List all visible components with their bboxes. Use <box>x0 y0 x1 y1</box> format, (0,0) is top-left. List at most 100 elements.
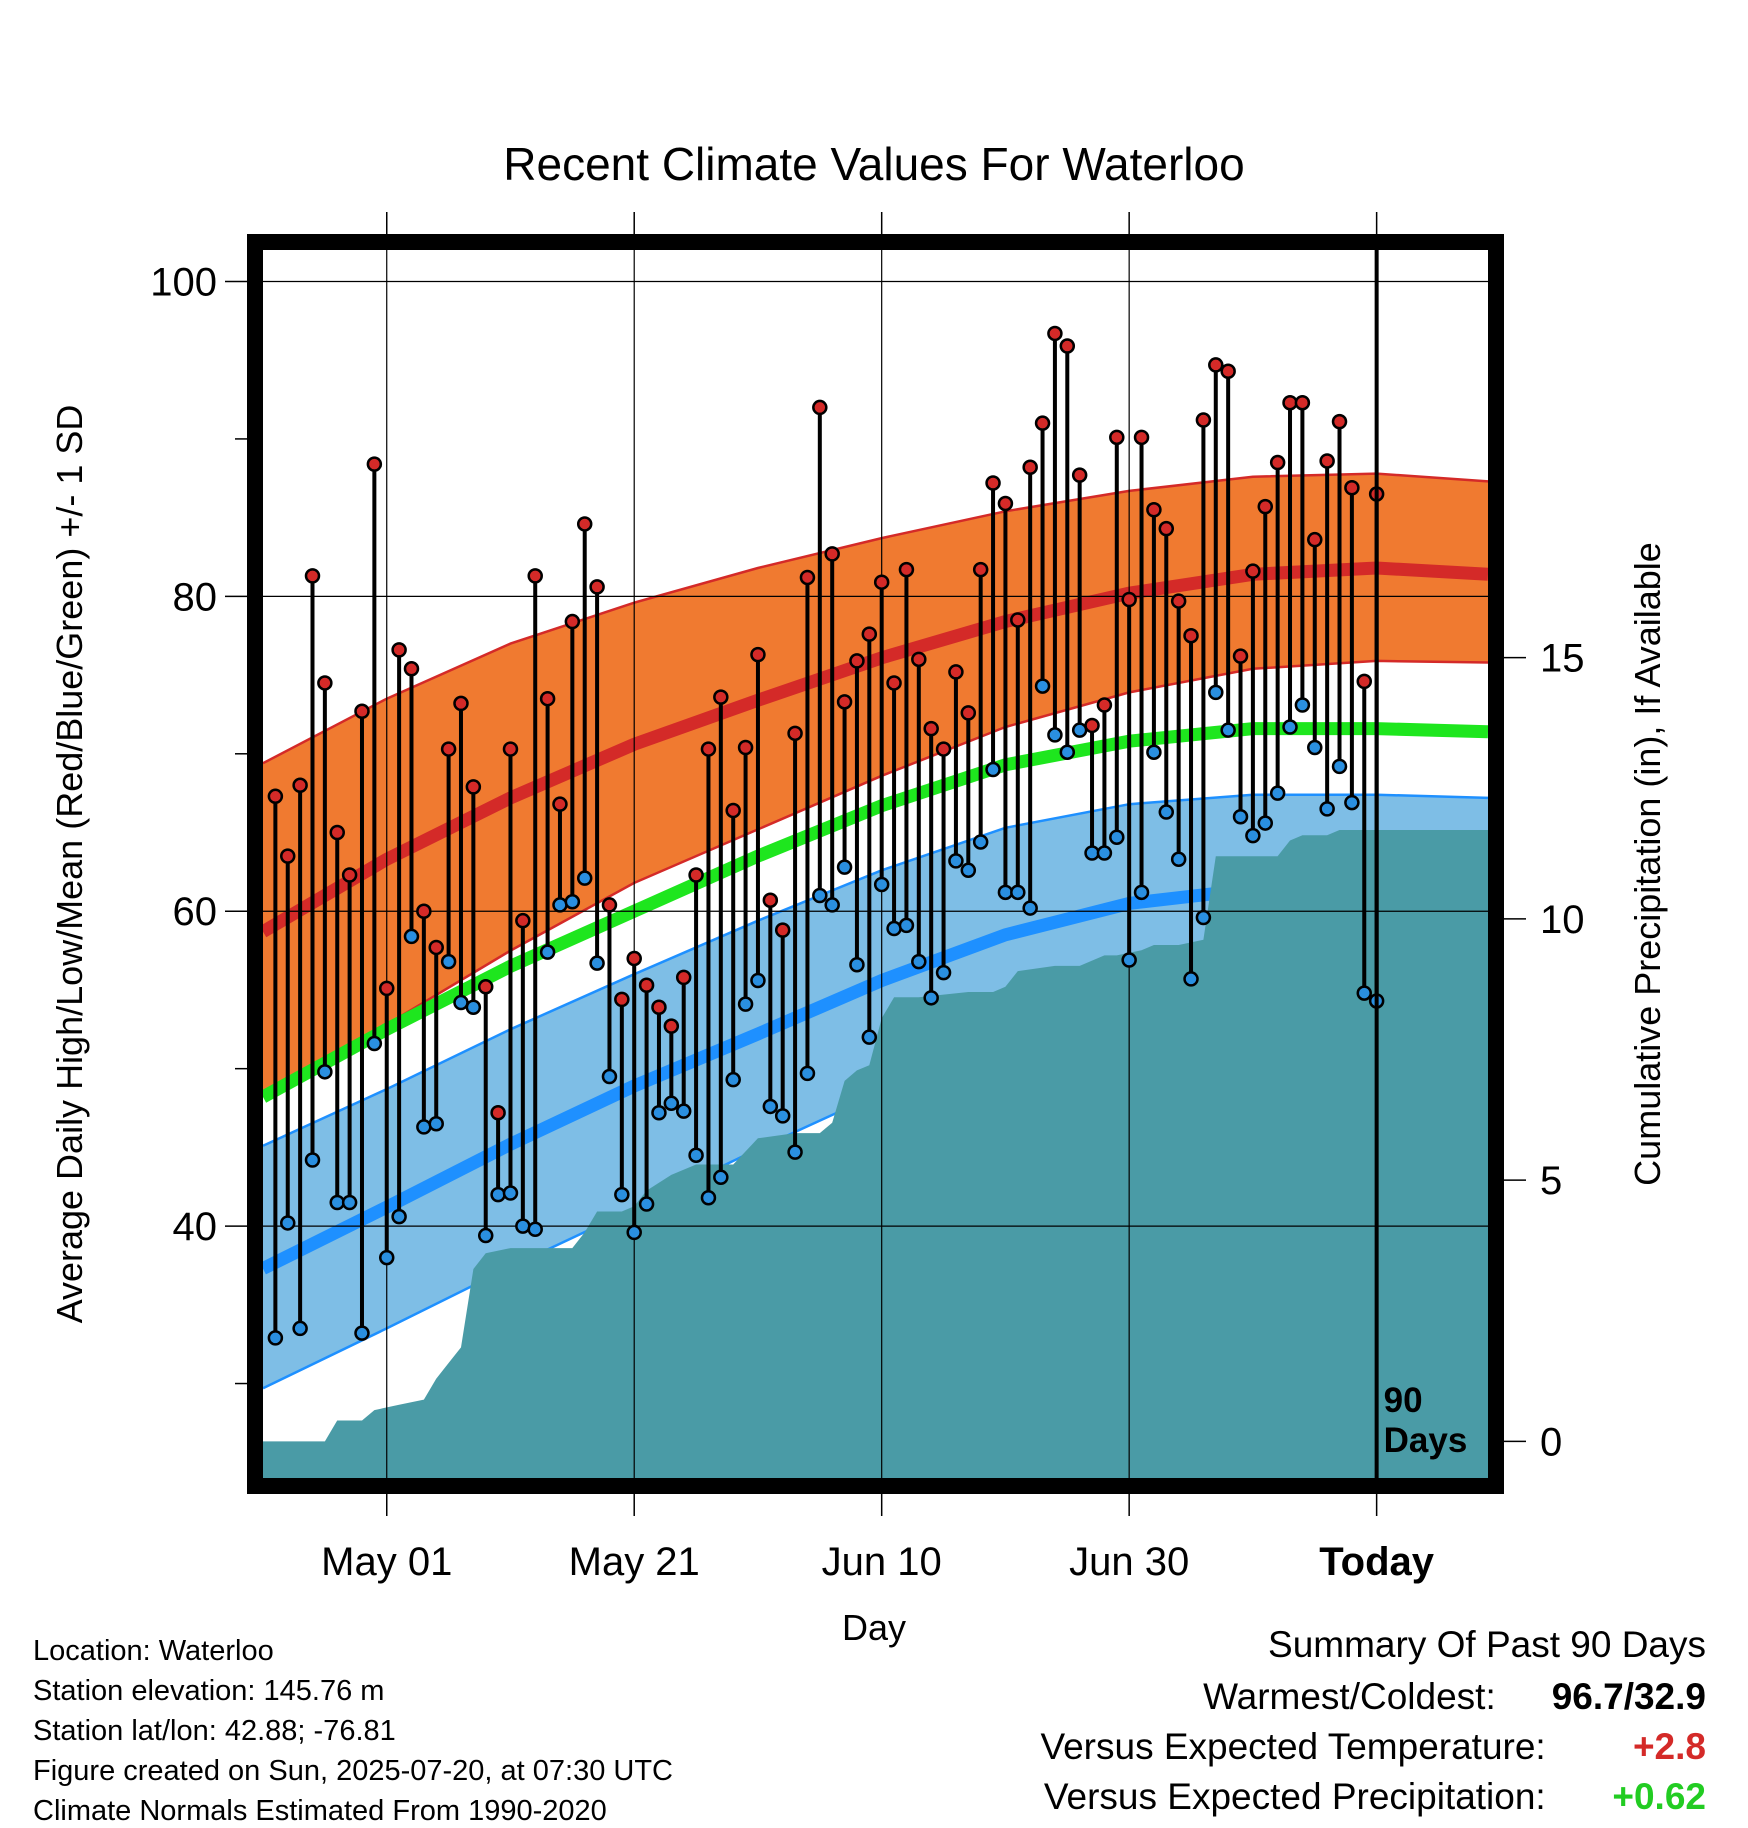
daily-high-point <box>1010 612 1026 628</box>
y-axis-label: Average Daily High/Low/Mean (Red/Blue/Gr… <box>49 405 90 1324</box>
daily-low-point <box>1071 722 1088 738</box>
daily-low-point <box>1170 851 1187 868</box>
daily-high-point <box>1269 454 1286 471</box>
daily-high-point <box>1170 593 1187 609</box>
y-tick-label: 60 <box>173 890 218 934</box>
plot-border <box>247 234 1504 1494</box>
daily-high-point <box>750 646 766 663</box>
daily-high-point <box>515 912 531 929</box>
daily-high-point <box>626 950 642 967</box>
daily-high-point <box>527 568 543 584</box>
daily-low-point <box>787 1144 803 1160</box>
daily-low-point <box>663 1095 680 1112</box>
daily-low-point <box>1208 684 1224 701</box>
daily-low-point <box>576 870 593 886</box>
daily-low-point <box>317 1064 333 1080</box>
daily-low-point <box>1356 985 1373 1001</box>
daily-high-point <box>267 788 284 805</box>
daily-high-point <box>861 626 878 642</box>
daily-low-point <box>762 1098 779 1115</box>
daily-low-point <box>465 999 482 1016</box>
daily-high-point <box>391 642 407 658</box>
daily-high-point <box>1232 648 1249 664</box>
daily-low-point <box>1195 909 1212 926</box>
summary-precip-value: +0.62 <box>1612 1776 1706 1817</box>
daily-low-point <box>1282 719 1298 735</box>
daily-high-point <box>552 796 568 812</box>
daily-low-point <box>923 990 939 1006</box>
daily-low-point <box>1084 845 1100 861</box>
daily-low-point <box>651 1104 667 1121</box>
daily-low-point <box>972 834 989 850</box>
daily-high-point <box>1245 563 1261 579</box>
daily-high-point <box>1022 459 1038 476</box>
daily-high-point <box>1294 394 1311 411</box>
daily-high-point <box>601 897 618 913</box>
daily-low-point <box>1022 900 1038 916</box>
daily-low-point <box>354 1325 370 1341</box>
daily-low-point <box>1158 804 1175 820</box>
daily-low-point <box>997 884 1014 901</box>
daily-high-point <box>713 689 729 705</box>
daily-high-point <box>1034 415 1051 431</box>
daily-low-point <box>329 1194 345 1211</box>
daily-high-point <box>416 903 432 919</box>
daily-low-point <box>812 887 828 904</box>
daily-high-point <box>1319 453 1335 469</box>
daily-high-point <box>1047 325 1063 342</box>
info-created: Figure created on Sun, 2025-07-20, at 07… <box>33 1755 673 1787</box>
daily-low-point <box>292 1320 308 1337</box>
info-normals: Climate Normals Estimated From 1990-2020 <box>33 1795 607 1827</box>
daily-high-point <box>898 561 915 578</box>
y2-tick-label: 10 <box>1540 898 1585 942</box>
daily-high-point <box>1096 697 1113 713</box>
precip-area <box>263 830 1488 1478</box>
daily-low-point <box>750 972 766 989</box>
daily-high-point <box>453 695 469 712</box>
daily-high-point <box>836 694 853 710</box>
daily-low-point <box>935 964 952 981</box>
daily-low-point <box>626 1224 642 1241</box>
daily-low-point <box>836 859 853 875</box>
plot-area: 90 Days <box>259 250 1489 1478</box>
plot-frame <box>247 234 1504 1494</box>
x-axis-label: Day <box>842 1607 906 1648</box>
daily-low-point <box>564 894 581 910</box>
daily-low-point <box>638 1196 655 1212</box>
daily-low-point <box>1257 815 1274 831</box>
daily-high-point <box>502 741 519 757</box>
daily-low-point <box>601 1068 618 1085</box>
daily-high-point <box>614 991 630 1008</box>
daily-high-point <box>329 824 345 841</box>
daily-high-point <box>873 574 890 590</box>
daily-high-point <box>651 999 667 1016</box>
daily-low-point <box>378 1249 395 1266</box>
daily-high-point <box>403 661 420 677</box>
daily-high-point <box>1331 413 1348 430</box>
info-location: Location: Waterloo <box>33 1635 274 1667</box>
daily-high-point <box>1084 717 1100 734</box>
daily-high-point <box>366 456 383 472</box>
daily-high-point <box>1356 673 1373 690</box>
x-tick-label: Today <box>1319 1540 1435 1584</box>
daily-low-point <box>960 862 977 879</box>
daily-low-point <box>725 1071 741 1088</box>
daily-low-point <box>1344 794 1360 811</box>
daily-high-point <box>886 675 902 691</box>
daily-low-point <box>403 928 420 945</box>
daily-high-point <box>725 802 741 819</box>
axes: 40 60 80 100 0 5 10 15 May 01 May 21 Jun 10 Jun 30 T… <box>150 212 1585 1584</box>
daily-high-point <box>354 703 370 720</box>
y-tick-label: 100 <box>150 260 217 304</box>
daily-low-point <box>700 1190 717 1206</box>
daily-high-point <box>378 980 395 997</box>
daily-high-point <box>1183 627 1199 644</box>
daily-high-point <box>1220 363 1236 379</box>
daily-low-point <box>1245 827 1261 844</box>
daily-low-point <box>539 944 556 960</box>
daily-high-point <box>737 739 754 756</box>
y2-tick-label: 0 <box>1540 1420 1562 1464</box>
daily-high-point <box>799 569 816 586</box>
y-tick-label: 40 <box>173 1205 218 1249</box>
